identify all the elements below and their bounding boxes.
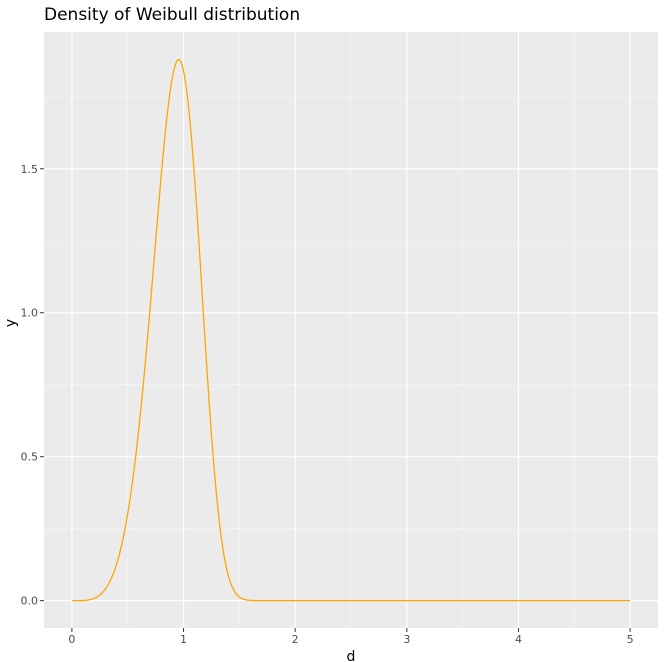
y-tick-label: 1.5 [21, 163, 39, 176]
x-tick-label: 3 [403, 633, 410, 646]
y-axis-title: y [3, 319, 19, 327]
chart-title: Density of Weibull distribution [44, 5, 300, 25]
x-tick-label: 4 [515, 633, 522, 646]
x-tick-label: 2 [292, 633, 299, 646]
density-line [71, 58, 631, 602]
x-tick-label: 1 [180, 633, 187, 646]
x-tick-label: 5 [627, 633, 634, 646]
y-tick-label: 1.0 [21, 307, 39, 320]
series-layer [71, 58, 631, 602]
y-axis: 0.0 0.5 1.0 1.5 [21, 163, 44, 608]
y-tick-label: 0.0 [21, 595, 39, 608]
x-axis-title: d [347, 649, 356, 662]
x-tick-label: 0 [68, 633, 75, 646]
y-tick-label: 0.5 [21, 451, 39, 464]
major-gridlines [44, 32, 658, 628]
minor-gridlines [44, 32, 658, 628]
x-axis: 0 1 2 3 4 5 [68, 628, 634, 646]
